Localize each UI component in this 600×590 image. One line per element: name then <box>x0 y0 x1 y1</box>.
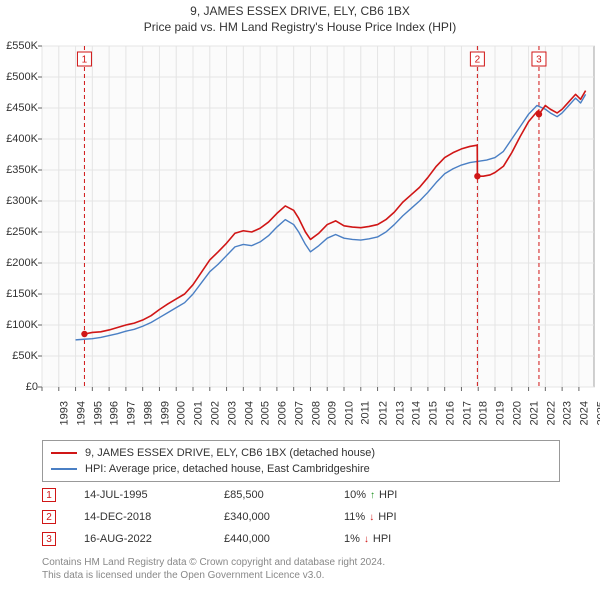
title-address: 9, JAMES ESSEX DRIVE, ELY, CB6 1BX <box>0 4 600 18</box>
x-tick-label: 2006 <box>277 401 289 425</box>
x-tick-label: 2020 <box>511 401 523 425</box>
x-tick-label: 2012 <box>377 401 389 425</box>
attribution-line: Contains HM Land Registry data © Crown c… <box>42 556 562 569</box>
x-tick-label: 2014 <box>411 401 423 425</box>
sale-price: £440,000 <box>224 533 344 545</box>
x-tick-label: 2009 <box>327 401 339 425</box>
sale-diff-pct: 11% <box>344 511 365 523</box>
chart-container: { "title_line1": "9, JAMES ESSEX DRIVE, … <box>0 0 600 590</box>
x-axis-labels: 1993 1994 1995 1996 1997 1998 1999 2000 2001 2002… <box>0 40 600 435</box>
chart-plot: 123 £0£50K£100K£150K£200K£250K£300K£350K… <box>0 40 600 435</box>
sale-diff: 1% ↓ HPI <box>344 533 391 545</box>
attribution: Contains HM Land Registry data © Crown c… <box>42 556 562 582</box>
x-tick-label: 2011 <box>360 401 372 425</box>
sale-marker: 1 <box>42 488 56 502</box>
sale-diff: 11% ↓ HPI <box>344 511 397 523</box>
x-tick-label: 2005 <box>260 401 272 425</box>
legend-swatch <box>51 468 77 470</box>
arrow-down-icon: ↓ <box>364 534 369 545</box>
x-tick-label: 1998 <box>142 401 154 425</box>
x-tick-label: 2000 <box>176 401 188 425</box>
sale-row: 1 14-JUL-1995£85,50010% ↑ HPI <box>42 484 560 506</box>
x-tick-label: 1997 <box>126 401 138 425</box>
attribution-line: This data is licensed under the Open Gov… <box>42 569 562 582</box>
sale-diff-label: HPI <box>378 511 396 523</box>
x-tick-label: 1993 <box>58 401 70 425</box>
x-tick-label: 1994 <box>75 401 87 425</box>
sale-date: 14-DEC-2018 <box>84 511 224 523</box>
legend: 9, JAMES ESSEX DRIVE, ELY, CB6 1BX (deta… <box>42 440 560 482</box>
x-tick-label: 2008 <box>310 401 322 425</box>
x-tick-label: 2016 <box>444 401 456 425</box>
arrow-up-icon: ↑ <box>370 490 375 501</box>
x-tick-label: 2025 <box>595 401 600 425</box>
sale-diff-pct: 10% <box>344 489 366 501</box>
sale-date: 14-JUL-1995 <box>84 489 224 501</box>
sale-row: 2 14-DEC-2018£340,00011% ↓ HPI <box>42 506 560 528</box>
sale-diff-pct: 1% <box>344 533 360 545</box>
x-tick-label: 2001 <box>193 401 205 425</box>
x-tick-label: 2002 <box>209 401 221 425</box>
x-tick-label: 1996 <box>109 401 121 425</box>
x-tick-label: 2003 <box>226 401 238 425</box>
sale-price: £340,000 <box>224 511 344 523</box>
x-tick-label: 2013 <box>394 401 406 425</box>
sale-row: 3 16-AUG-2022£440,0001% ↓ HPI <box>42 528 560 550</box>
x-tick-label: 2021 <box>528 401 540 425</box>
legend-label: 9, JAMES ESSEX DRIVE, ELY, CB6 1BX (deta… <box>85 447 375 459</box>
sale-diff-label: HPI <box>379 489 397 501</box>
legend-row: HPI: Average price, detached house, East… <box>51 461 551 477</box>
x-tick-label: 2024 <box>579 401 591 425</box>
x-tick-label: 2017 <box>461 401 473 425</box>
x-tick-label: 1995 <box>92 401 104 425</box>
x-tick-label: 2018 <box>478 401 490 425</box>
x-tick-label: 1999 <box>159 401 171 425</box>
sale-diff: 10% ↑ HPI <box>344 489 397 501</box>
x-tick-label: 2022 <box>545 401 557 425</box>
sale-marker: 2 <box>42 510 56 524</box>
legend-row: 9, JAMES ESSEX DRIVE, ELY, CB6 1BX (deta… <box>51 445 551 461</box>
sales-table: 114-JUL-1995£85,50010%↑HPI214-DEC-2018£3… <box>42 484 560 550</box>
legend-swatch <box>51 452 77 454</box>
x-tick-label: 2023 <box>562 401 574 425</box>
x-tick-label: 2007 <box>293 401 305 425</box>
legend-label: HPI: Average price, detached house, East… <box>85 463 370 475</box>
sale-marker: 3 <box>42 532 56 546</box>
title-subtitle: Price paid vs. HM Land Registry's House … <box>0 20 600 34</box>
sale-diff-label: HPI <box>373 533 391 545</box>
x-tick-label: 2004 <box>243 401 255 425</box>
sale-date: 16-AUG-2022 <box>84 533 224 545</box>
x-tick-label: 2015 <box>428 401 440 425</box>
sale-price: £85,500 <box>224 489 344 501</box>
arrow-down-icon: ↓ <box>369 512 374 523</box>
x-tick-label: 2010 <box>344 401 356 425</box>
chart-titles: 9, JAMES ESSEX DRIVE, ELY, CB6 1BX Price… <box>0 0 600 34</box>
x-tick-label: 2019 <box>495 401 507 425</box>
